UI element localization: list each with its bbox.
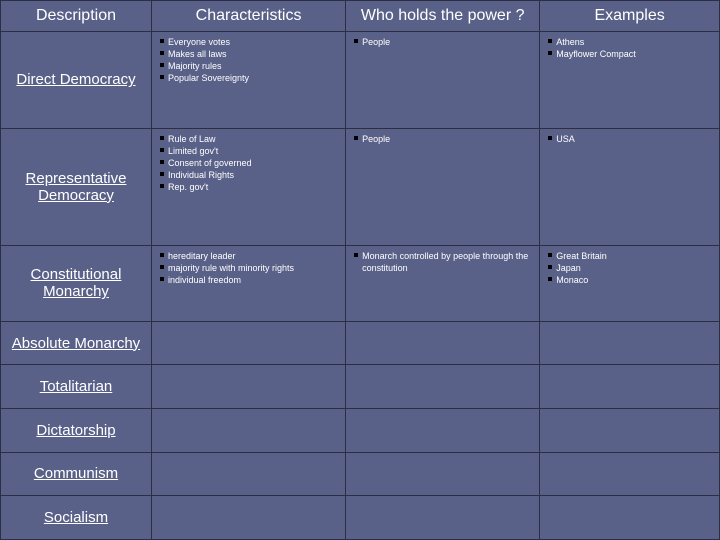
- col-examples: Examples: [540, 1, 720, 32]
- row-name: Socialism: [1, 496, 152, 540]
- cell-power: [346, 365, 540, 409]
- cell-examples: USA: [540, 128, 720, 245]
- cell-characteristics: hereditary leadermajority rule with mino…: [151, 245, 345, 321]
- cell-power: [346, 321, 540, 365]
- power-list: Monarch controlled by people through the…: [352, 250, 533, 274]
- row-name: Absolute Monarchy: [1, 321, 152, 365]
- table-row: Direct DemocracyEveryone votesMakes all …: [1, 32, 720, 129]
- table-row: Dictatorship: [1, 409, 720, 453]
- list-item: Japan: [548, 262, 713, 274]
- row-name: Representative Democracy: [1, 128, 152, 245]
- row-name: Constitutional Monarchy: [1, 245, 152, 321]
- cell-examples: Great BritainJapanMonaco: [540, 245, 720, 321]
- list-item: hereditary leader: [160, 250, 339, 262]
- examples-list: Great BritainJapanMonaco: [546, 250, 713, 286]
- cell-power: [346, 452, 540, 496]
- cell-characteristics: [151, 409, 345, 453]
- power-list: People: [352, 133, 533, 145]
- cell-examples: [540, 321, 720, 365]
- list-item: Majority rules: [160, 60, 339, 72]
- characteristics-list: Everyone votesMakes all lawsMajority rul…: [158, 36, 339, 85]
- list-item: USA: [548, 133, 713, 145]
- cell-examples: [540, 452, 720, 496]
- table-row: Communism: [1, 452, 720, 496]
- list-item: Consent of governed: [160, 157, 339, 169]
- list-item: Monaco: [548, 274, 713, 286]
- cell-power: People: [346, 32, 540, 129]
- list-item: People: [354, 36, 533, 48]
- list-item: Makes all laws: [160, 48, 339, 60]
- row-name: Communism: [1, 452, 152, 496]
- power-list: People: [352, 36, 533, 48]
- examples-list: AthensMayflower Compact: [546, 36, 713, 60]
- table-row: Representative DemocracyRule of LawLimit…: [1, 128, 720, 245]
- header-row: Description Characteristics Who holds th…: [1, 1, 720, 32]
- list-item: People: [354, 133, 533, 145]
- table-row: Socialism: [1, 496, 720, 540]
- list-item: Limited gov't: [160, 145, 339, 157]
- row-name: Dictatorship: [1, 409, 152, 453]
- table-row: Absolute Monarchy: [1, 321, 720, 365]
- cell-characteristics: [151, 452, 345, 496]
- list-item: Rule of Law: [160, 133, 339, 145]
- cell-examples: [540, 409, 720, 453]
- cell-characteristics: [151, 321, 345, 365]
- table-row: Constitutional Monarchyhereditary leader…: [1, 245, 720, 321]
- table-row: Totalitarian: [1, 365, 720, 409]
- cell-characteristics: [151, 496, 345, 540]
- list-item: Popular Sovereignty: [160, 72, 339, 84]
- list-item: Everyone votes: [160, 36, 339, 48]
- list-item: Monarch controlled by people through the…: [354, 250, 533, 274]
- list-item: Individual Rights: [160, 169, 339, 181]
- characteristics-list: hereditary leadermajority rule with mino…: [158, 250, 339, 286]
- cell-characteristics: Rule of LawLimited gov'tConsent of gover…: [151, 128, 345, 245]
- list-item: Athens: [548, 36, 713, 48]
- cell-characteristics: [151, 365, 345, 409]
- cell-examples: [540, 496, 720, 540]
- cell-power: Monarch controlled by people through the…: [346, 245, 540, 321]
- list-item: Mayflower Compact: [548, 48, 713, 60]
- cell-power: [346, 409, 540, 453]
- cell-examples: [540, 365, 720, 409]
- examples-list: USA: [546, 133, 713, 145]
- list-item: individual freedom: [160, 274, 339, 286]
- list-item: Rep. gov't: [160, 181, 339, 193]
- col-description: Description: [1, 1, 152, 32]
- government-types-table: Description Characteristics Who holds th…: [0, 0, 720, 540]
- characteristics-list: Rule of LawLimited gov'tConsent of gover…: [158, 133, 339, 194]
- row-name: Direct Democracy: [1, 32, 152, 129]
- list-item: majority rule with minority rights: [160, 262, 339, 274]
- cell-power: People: [346, 128, 540, 245]
- cell-power: [346, 496, 540, 540]
- cell-characteristics: Everyone votesMakes all lawsMajority rul…: [151, 32, 345, 129]
- col-power: Who holds the power ?: [346, 1, 540, 32]
- row-name: Totalitarian: [1, 365, 152, 409]
- col-characteristics: Characteristics: [151, 1, 345, 32]
- cell-examples: AthensMayflower Compact: [540, 32, 720, 129]
- list-item: Great Britain: [548, 250, 713, 262]
